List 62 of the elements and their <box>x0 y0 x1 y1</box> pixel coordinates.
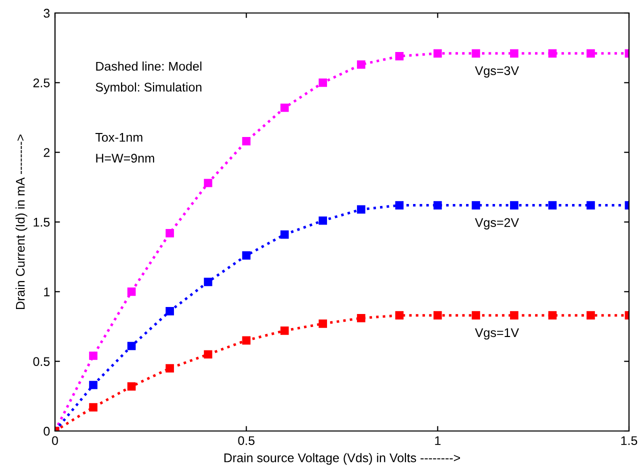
point <box>586 201 595 210</box>
annotation: Tox-1nm <box>95 133 142 142</box>
point <box>548 201 557 210</box>
point <box>395 311 404 320</box>
point <box>395 52 404 60</box>
annotation: Symbol: Simulation <box>96 82 202 94</box>
point <box>434 49 442 58</box>
x-tick-label: 0.5 <box>238 436 254 446</box>
y-axis-title: Drain Current (Id) in mA --------> <box>16 134 28 309</box>
x-axis-title: Drain source Voltage (Vds) in Volts --------> <box>224 453 460 465</box>
point <box>242 251 250 260</box>
point <box>548 311 557 320</box>
point <box>242 137 250 146</box>
point <box>89 403 98 412</box>
point <box>472 201 480 210</box>
point <box>166 228 174 238</box>
point <box>356 314 366 322</box>
point <box>204 178 212 188</box>
point <box>472 311 480 320</box>
x-tick-label: 1 <box>435 436 441 445</box>
annotation: Dashed line: Model <box>96 62 202 71</box>
series-label: Vgs=2V <box>474 218 519 230</box>
point <box>280 104 289 112</box>
point <box>356 205 366 214</box>
point <box>127 342 136 350</box>
y-tick-label: 1.5 <box>34 218 50 227</box>
y-tick-label: 0 <box>44 426 50 436</box>
point <box>89 380 98 390</box>
point <box>127 382 136 391</box>
point <box>127 288 136 296</box>
point <box>166 364 174 372</box>
point <box>586 311 595 320</box>
series-label: Vgs=1V <box>474 328 519 340</box>
y-tick-label: 2 <box>44 148 50 157</box>
point <box>510 49 518 58</box>
point <box>242 336 250 345</box>
point <box>510 311 518 320</box>
point <box>472 49 480 58</box>
point <box>434 201 442 210</box>
point <box>318 320 328 328</box>
point <box>280 230 289 239</box>
point <box>318 216 328 225</box>
point <box>395 201 404 210</box>
y-tick-label: 3 <box>44 8 50 18</box>
point <box>586 49 595 58</box>
point <box>89 352 98 360</box>
point <box>434 311 442 320</box>
y-tick-label: 1 <box>44 288 50 296</box>
y-tick-label: 2.5 <box>33 78 50 88</box>
annotation: H=W=9nm <box>96 154 154 163</box>
y-tick-label: 0.5 <box>33 357 50 366</box>
series-label: Vgs=3V <box>474 66 519 78</box>
point <box>356 60 366 69</box>
point <box>318 78 328 87</box>
point <box>166 307 174 316</box>
x-tick-label: 0 <box>52 436 58 446</box>
point <box>548 49 557 58</box>
point <box>280 326 289 335</box>
point <box>510 201 518 210</box>
point <box>204 278 212 286</box>
x-tick-label: 1.5 <box>621 436 638 446</box>
point <box>204 350 212 359</box>
